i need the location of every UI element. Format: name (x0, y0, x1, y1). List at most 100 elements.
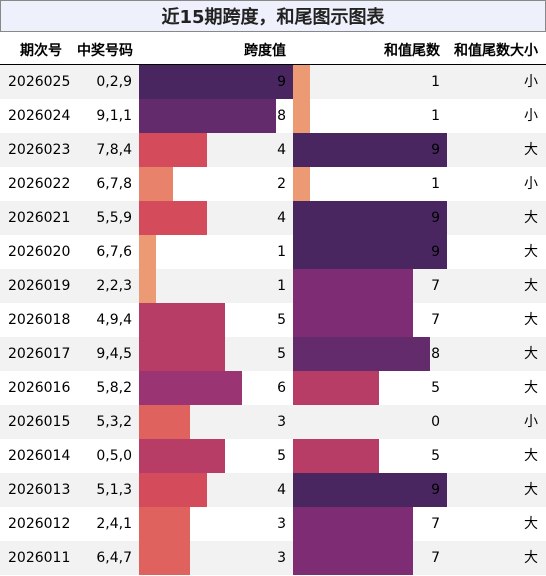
table-row: 2026024 9,1,1 8 1 小 (0, 99, 546, 133)
size-cell: 大 (524, 550, 538, 566)
tail-bar (293, 439, 379, 473)
span-value: 3 (277, 414, 286, 430)
span-bar (139, 269, 156, 303)
span-bar (139, 65, 293, 99)
tail-value: 9 (431, 142, 440, 158)
tail-bar (293, 235, 447, 269)
numbers-cell: 6,7,8 (96, 176, 132, 192)
numbers-cell: 0,2,9 (96, 74, 132, 90)
numbers-cell: 5,8,2 (96, 380, 132, 396)
size-cell: 大 (524, 278, 538, 294)
span-bar (139, 133, 207, 167)
tail-value: 5 (431, 448, 440, 464)
tail-value: 7 (431, 550, 440, 566)
span-bar (139, 201, 207, 235)
table-row: 2026017 9,4,5 5 8 大 (0, 337, 546, 371)
header-numbers: 中奖号码 (77, 43, 133, 59)
span-value: 8 (277, 108, 286, 124)
tail-value: 9 (431, 244, 440, 260)
span-value: 4 (277, 482, 286, 498)
size-cell: 大 (524, 380, 538, 396)
numbers-cell: 2,2,3 (96, 278, 132, 294)
span-value: 3 (277, 550, 286, 566)
tail-value: 0 (431, 414, 440, 430)
period-cell: 2026014 (8, 448, 71, 464)
period-cell: 2026023 (8, 142, 71, 158)
span-bar (139, 337, 225, 371)
period-cell: 2026019 (8, 278, 71, 294)
tail-value: 9 (431, 210, 440, 226)
page-title: 近15期跨度，和尾图示图表 (0, 0, 546, 32)
size-cell: 小 (524, 414, 538, 430)
table-body: 2026025 0,2,9 9 1 小 2026024 9,1,1 8 1 小 2026023 7,8… (0, 65, 546, 575)
numbers-cell: 7,8,4 (96, 142, 132, 158)
numbers-cell: 6,4,7 (96, 550, 132, 566)
span-bar (139, 235, 156, 269)
size-cell: 小 (524, 108, 538, 124)
numbers-cell: 6,7,6 (96, 244, 132, 260)
span-value: 5 (277, 312, 286, 328)
size-cell: 大 (524, 482, 538, 498)
span-bar (139, 371, 242, 405)
tail-value: 8 (431, 346, 440, 362)
header-span: 跨度值 (244, 43, 286, 59)
header-size: 和值尾数大小 (454, 43, 538, 59)
table-row: 2026016 5,8,2 6 5 大 (0, 371, 546, 405)
table-row: 2026019 2,2,3 1 7 大 (0, 269, 546, 303)
period-cell: 2026015 (8, 414, 71, 430)
span-bar (139, 507, 190, 541)
period-cell: 2026017 (8, 346, 71, 362)
period-cell: 2026011 (8, 550, 71, 566)
tail-bar (293, 473, 447, 507)
tail-bar (293, 65, 310, 99)
tail-bar (293, 303, 413, 337)
table-row: 2026018 4,9,4 5 7 大 (0, 303, 546, 337)
table-row: 2026012 2,4,1 3 7 大 (0, 507, 546, 541)
size-cell: 大 (524, 142, 538, 158)
span-value: 9 (277, 74, 286, 90)
span-value: 1 (277, 244, 286, 260)
tail-bar (293, 507, 413, 541)
table-header: 期次号 中奖号码 跨度值 和值尾数 和值尾数大小 (0, 32, 546, 65)
span-bar (139, 99, 276, 133)
period-cell: 2026016 (8, 380, 71, 396)
span-value: 5 (277, 346, 286, 362)
numbers-cell: 2,4,1 (96, 516, 132, 532)
span-bar (139, 439, 225, 473)
header-period: 期次号 (20, 43, 62, 59)
table-row: 2026011 6,4,7 3 7 大 (0, 541, 546, 575)
tail-value: 1 (431, 176, 440, 192)
span-bar (139, 541, 190, 575)
table-row: 2026014 0,5,0 5 5 大 (0, 439, 546, 473)
numbers-cell: 0,5,0 (96, 448, 132, 464)
tail-bar (293, 201, 447, 235)
period-cell: 2026025 (8, 74, 71, 90)
tail-value: 9 (431, 482, 440, 498)
size-cell: 大 (524, 516, 538, 532)
span-value: 3 (277, 516, 286, 532)
period-cell: 2026013 (8, 482, 71, 498)
period-cell: 2026022 (8, 176, 71, 192)
tail-value: 1 (431, 74, 440, 90)
size-cell: 大 (524, 244, 538, 260)
period-cell: 2026012 (8, 516, 71, 532)
period-cell: 2026020 (8, 244, 71, 260)
numbers-cell: 5,3,2 (96, 414, 132, 430)
header-tail: 和值尾数 (384, 43, 440, 59)
size-cell: 大 (524, 346, 538, 362)
tail-bar (293, 337, 430, 371)
tail-value: 7 (431, 312, 440, 328)
tail-value: 1 (431, 108, 440, 124)
span-value: 1 (277, 278, 286, 294)
tail-value: 7 (431, 278, 440, 294)
numbers-cell: 5,5,9 (96, 210, 132, 226)
tail-bar (293, 99, 310, 133)
table-row: 2026025 0,2,9 9 1 小 (0, 65, 546, 99)
size-cell: 大 (524, 312, 538, 328)
span-value: 6 (277, 380, 286, 396)
numbers-cell: 9,1,1 (96, 108, 132, 124)
tail-bar (293, 541, 413, 575)
table-row: 2026022 6,7,8 2 1 小 (0, 167, 546, 201)
span-bar (139, 473, 207, 507)
